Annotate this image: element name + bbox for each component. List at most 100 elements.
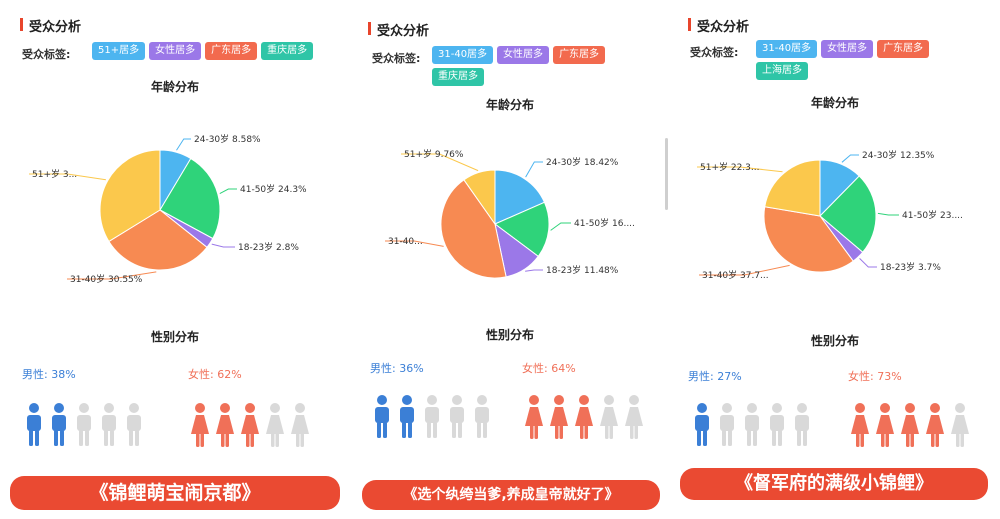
male-person-icon — [717, 402, 737, 452]
slice-label: 24-30岁 18.42% — [546, 156, 619, 168]
male-percentage: 男性: 27% — [688, 370, 742, 383]
age-distribution-title: 年龄分布 — [485, 98, 534, 112]
slice-label: 31-40岁 37.7... — [702, 269, 769, 281]
audience-tag: 广东居多 — [205, 42, 258, 60]
female-person-icon — [290, 402, 310, 452]
slice-leader-line — [176, 138, 191, 151]
audience-panel-1: 受众分析 受众标签: 51+居多 女性居多 广东居多 重庆居多 年龄分布 24-30岁… — [10, 6, 340, 468]
female-figures — [190, 402, 310, 452]
female-person-icon — [190, 402, 210, 452]
female-person-icon — [875, 402, 895, 452]
pie-slice[interactable] — [763, 206, 854, 273]
slice-leader-line — [211, 243, 235, 248]
slice-leader-line — [699, 264, 790, 276]
pie-slice[interactable] — [159, 157, 221, 240]
audience-panel-3: 受众分析 受众标签: 31-40居多 女性居多 广东居多 上海居多 年龄分布 24-3… — [680, 6, 990, 462]
tag-label: 受众标签: — [372, 52, 421, 65]
male-person-icon — [24, 402, 44, 452]
audience-tag: 广东居多 — [877, 40, 930, 58]
pie-slice[interactable] — [819, 175, 877, 253]
slice-label: 41-50岁 24.3% — [240, 183, 307, 195]
female-person-icon — [549, 394, 569, 444]
female-percentage: 女性: 62% — [188, 368, 242, 381]
age-distribution-title: 年龄分布 — [810, 96, 859, 110]
male-person-icon — [767, 402, 787, 452]
tag-list: 31-40居多 女性居多 广东居多 上海居多 — [756, 40, 956, 80]
slice-label: 18-23岁 3.7% — [880, 261, 941, 273]
age-distribution-title: 年龄分布 — [150, 80, 199, 94]
pie-slice[interactable] — [440, 179, 507, 279]
audience-tag: 51+居多 — [92, 42, 146, 60]
slice-leader-line — [525, 161, 543, 178]
slice-label: 51+岁 9.76% — [404, 148, 464, 160]
audience-tag: 广东居多 — [553, 46, 606, 64]
drama-title-banner: 《选个纨绔当爹,养成皇帝就好了》 — [362, 480, 660, 510]
female-figures — [524, 394, 644, 444]
pie-slice[interactable] — [494, 169, 546, 225]
audience-tag: 重庆居多 — [261, 42, 314, 60]
scrollbar[interactable] — [665, 138, 668, 210]
panel-title: 受众分析 — [368, 20, 429, 39]
male-person-icon — [124, 402, 144, 452]
male-person-icon — [397, 394, 417, 444]
pie-slice[interactable] — [764, 159, 821, 217]
pie-slice[interactable] — [463, 169, 496, 226]
slice-leader-line — [697, 166, 783, 173]
panel-title: 受众分析 — [20, 16, 81, 35]
tag-list: 51+居多 女性居多 广东居多 重庆居多 — [92, 42, 332, 60]
slice-label: 24-30岁 8.58% — [194, 133, 261, 145]
female-person-icon — [240, 402, 260, 452]
pie-slice[interactable] — [99, 149, 161, 243]
slice-leader-line — [67, 271, 157, 280]
female-person-icon — [925, 402, 945, 452]
slice-label: 51+岁 22.3... — [700, 161, 759, 173]
gender-distribution-title: 性别分布 — [810, 334, 859, 348]
male-percentage: 男性: 38% — [22, 368, 76, 381]
slice-label: 18-23岁 2.8% — [238, 241, 299, 253]
male-person-icon — [372, 394, 392, 444]
female-person-icon — [624, 394, 644, 444]
female-percentage: 女性: 64% — [522, 362, 576, 375]
pie-slice[interactable] — [494, 201, 550, 258]
male-person-icon — [742, 402, 762, 452]
tag-list: 31-40居多 女性居多 广东居多 重庆居多 — [432, 46, 632, 86]
female-person-icon — [524, 394, 544, 444]
gender-distribution-title: 性别分布 — [485, 328, 534, 342]
audience-tag: 31-40居多 — [432, 46, 494, 64]
slice-label: 31-40岁 30.55% — [70, 273, 143, 285]
slice-leader-line — [385, 240, 444, 247]
female-person-icon — [850, 402, 870, 452]
male-figures — [692, 402, 812, 452]
audience-tag: 女性居多 — [821, 40, 874, 58]
slice-leader-line — [877, 212, 899, 216]
female-person-icon — [900, 402, 920, 452]
audience-panel-2: 受众分析 受众标签: 31-40居多 女性居多 广东居多 重庆居多 年龄分布 24-3… — [360, 10, 668, 468]
male-person-icon — [99, 402, 119, 452]
slice-leader-line — [841, 154, 859, 163]
age-pie-chart: 24-30岁 12.35% 41-50岁 23.... 18-23岁 3.7% 31-… — [697, 149, 963, 281]
pie-slice[interactable] — [108, 209, 208, 271]
male-person-icon — [422, 394, 442, 444]
male-person-icon — [74, 402, 94, 452]
male-figures — [24, 402, 144, 452]
slice-label: 31-40... — [388, 237, 423, 247]
drama-title-banner: 《锦鲤萌宝闹京都》 — [10, 476, 340, 510]
tag-label: 受众标签: — [690, 46, 739, 59]
slice-leader-line — [401, 153, 479, 172]
male-person-icon — [792, 402, 812, 452]
panel-title: 受众分析 — [688, 16, 749, 35]
female-person-icon — [574, 394, 594, 444]
slice-leader-line — [219, 188, 237, 195]
male-percentage: 男性: 36% — [370, 362, 424, 375]
slice-label: 41-50岁 23.... — [902, 209, 963, 221]
slice-label: 51+岁 3... — [32, 168, 77, 180]
audience-tag: 31-40居多 — [756, 40, 818, 58]
tag-label: 受众标签: — [22, 48, 71, 61]
slice-label: 41-50岁 16.... — [574, 217, 635, 229]
audience-tag: 女性居多 — [149, 42, 202, 60]
female-person-icon — [950, 402, 970, 452]
female-figures — [850, 402, 970, 452]
age-pie-chart: 24-30岁 8.58% 41-50岁 24.3% 18-23岁 2.8% 31-40… — [29, 133, 307, 285]
slice-leader-line — [550, 222, 571, 231]
drama-title-banner: 《督军府的满级小锦鲤》 — [680, 468, 988, 500]
